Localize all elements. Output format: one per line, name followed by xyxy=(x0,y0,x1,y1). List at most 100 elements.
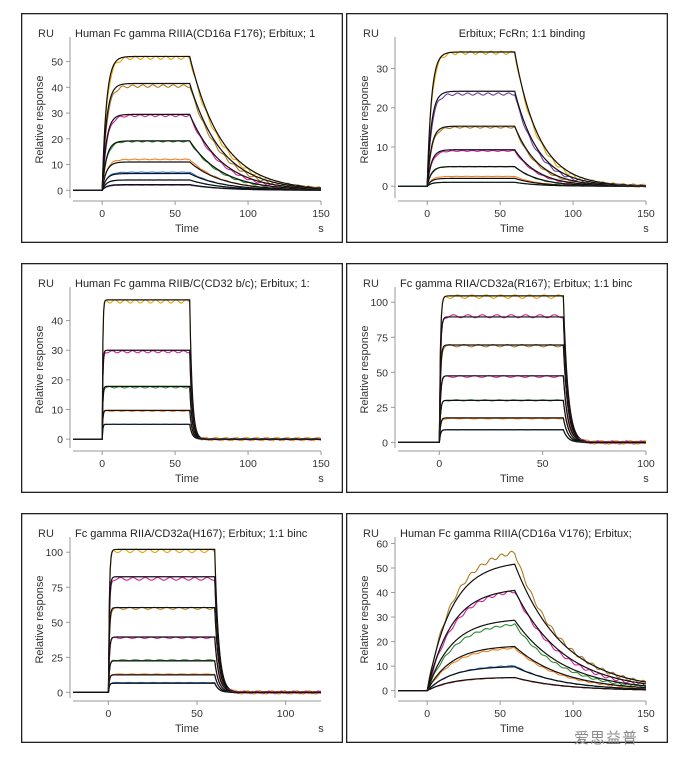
x-tick-label: 100 xyxy=(277,708,295,720)
series-line xyxy=(398,590,646,692)
y-axis-label: Relative response xyxy=(34,575,46,663)
fit-line xyxy=(398,563,646,692)
x-unit-label: s xyxy=(643,723,649,735)
x-unit-label: s xyxy=(318,723,324,735)
chart-panel-3: 0 50 100 150 0 10 20 30 40 RU Human Fc gamma RIIB/… xyxy=(21,263,343,493)
x-tick-label: 0 xyxy=(99,458,105,470)
y-tick-label: 40 xyxy=(51,82,63,94)
plot-area xyxy=(398,294,646,445)
chart-panel-2: 0 50 100 150 0 10 20 30 RU Erbitux; FcRn; 1:1 bin… xyxy=(346,13,668,243)
chart-panel-6: 0 50 100 150 0 10 20 30 40 50 60 RU Human Fc gamma R… xyxy=(346,513,668,743)
chart-title: Erbitux; FcRn; 1:1 binding xyxy=(459,28,586,40)
x-tick-label: 100 xyxy=(564,208,582,220)
y-unit-label: RU xyxy=(38,528,54,540)
y-tick-label: 20 xyxy=(376,637,388,649)
x-tick-label: 50 xyxy=(169,458,181,470)
x-tick-label: 50 xyxy=(191,708,203,720)
y-tick-label: 50 xyxy=(51,57,63,69)
plot-area xyxy=(398,550,646,692)
panel-border xyxy=(346,513,668,743)
y-tick-label: 0 xyxy=(382,181,388,193)
x-tick-label: 50 xyxy=(169,208,181,220)
plot-area xyxy=(73,55,321,191)
y-axis-label: Relative response xyxy=(34,325,46,413)
x-tick-label: 100 xyxy=(239,458,257,470)
x-unit-label: s xyxy=(643,223,649,235)
y-tick-label: 40 xyxy=(51,316,63,328)
fit-line xyxy=(398,619,646,692)
chart-panel-4: 0 50 100 0 25 50 75 100 RU Fc gamma RIIA/CD32a(R1… xyxy=(346,263,668,493)
y-axis-label: Relative response xyxy=(359,75,371,163)
y-tick-label: 100 xyxy=(45,547,63,559)
x-unit-label: s xyxy=(318,223,324,235)
fit-line xyxy=(73,184,321,191)
x-tick-label: 50 xyxy=(537,458,549,470)
plot-area xyxy=(73,299,321,442)
y-unit-label: RU xyxy=(363,528,379,540)
y-tick-label: 50 xyxy=(51,617,63,629)
series-line xyxy=(398,550,646,692)
x-axis-label: Time xyxy=(500,473,524,485)
y-tick-label: 10 xyxy=(376,142,388,154)
y-tick-label: 50 xyxy=(376,367,388,379)
chart-panel-1: 0 50 100 150 0 10 20 30 40 50 RU Human Fc gamma RII… xyxy=(21,13,343,243)
chart-title: Human Fc gamma RIIIA(CD16a V176); Erbitu… xyxy=(400,528,632,540)
plot-area xyxy=(73,548,321,695)
chart-title: Fc gamma RIIA/CD32a(R167); Erbitux; 1:1 … xyxy=(400,278,633,290)
series-line xyxy=(73,114,321,191)
sensorgram-chart: 0 50 100 150 0 10 20 30 40 RU Human Fc gamma RIIB/… xyxy=(21,263,343,493)
x-tick-label: 150 xyxy=(637,208,655,220)
fit-line xyxy=(73,55,321,191)
x-tick-label: 100 xyxy=(564,708,582,720)
x-unit-label: s xyxy=(643,473,649,485)
y-tick-label: 10 xyxy=(51,404,63,416)
sensorgram-chart: 0 50 100 150 0 10 20 30 RU Erbitux; FcRn; 1:1 bin… xyxy=(346,13,668,243)
y-axis-label: Relative response xyxy=(359,575,371,663)
y-tick-label: 0 xyxy=(382,686,388,698)
y-tick-label: 75 xyxy=(376,332,388,344)
y-tick-label: 0 xyxy=(57,434,63,446)
y-tick-label: 10 xyxy=(51,160,63,172)
x-tick-label: 150 xyxy=(312,208,330,220)
x-axis-label: Time xyxy=(500,223,524,235)
y-tick-label: 20 xyxy=(51,375,63,387)
y-tick-label: 0 xyxy=(57,185,63,197)
watermark-text: 爱思益普 xyxy=(574,729,639,747)
chart-title: Human Fc gamma RIIIA(CD16a F176); Erbitu… xyxy=(75,28,315,40)
x-tick-label: 150 xyxy=(637,708,655,720)
y-tick-label: 30 xyxy=(376,612,388,624)
y-tick-label: 30 xyxy=(51,108,63,120)
fit-line xyxy=(73,113,321,191)
x-axis-label: Time xyxy=(500,723,524,735)
y-axis-label: Relative response xyxy=(34,75,46,163)
fit-line xyxy=(398,676,646,692)
x-tick-label: 100 xyxy=(239,208,257,220)
x-tick-label: 0 xyxy=(424,708,430,720)
x-tick-label: 50 xyxy=(494,208,506,220)
sensorgram-chart: 0 50 100 0 25 50 75 100 RU Fc gamma RIIA/CD32a(R1… xyxy=(346,263,668,493)
y-tick-label: 30 xyxy=(51,345,63,357)
x-tick-label: 0 xyxy=(106,708,112,720)
y-tick-label: 50 xyxy=(376,563,388,575)
fit-line xyxy=(73,423,321,440)
y-unit-label: RU xyxy=(38,278,54,290)
fit-line xyxy=(73,82,321,191)
y-unit-label: RU xyxy=(38,28,54,40)
y-tick-label: 0 xyxy=(57,687,63,699)
x-tick-label: 0 xyxy=(99,208,105,220)
x-tick-label: 0 xyxy=(424,208,430,220)
fit-line xyxy=(73,140,321,191)
plot-area xyxy=(398,50,646,188)
x-axis-label: Time xyxy=(175,473,199,485)
fit-line xyxy=(398,429,646,443)
y-tick-label: 20 xyxy=(376,103,388,115)
chart-title: Fc gamma RIIA/CD32a(H167); Erbitux; 1:1 … xyxy=(75,528,308,540)
fit-line xyxy=(398,645,646,692)
fit-line xyxy=(398,90,646,187)
y-tick-label: 10 xyxy=(376,661,388,673)
x-axis-label: Time xyxy=(175,723,199,735)
y-tick-label: 20 xyxy=(51,134,63,146)
panel-border xyxy=(21,13,343,243)
fit-line xyxy=(398,181,646,187)
